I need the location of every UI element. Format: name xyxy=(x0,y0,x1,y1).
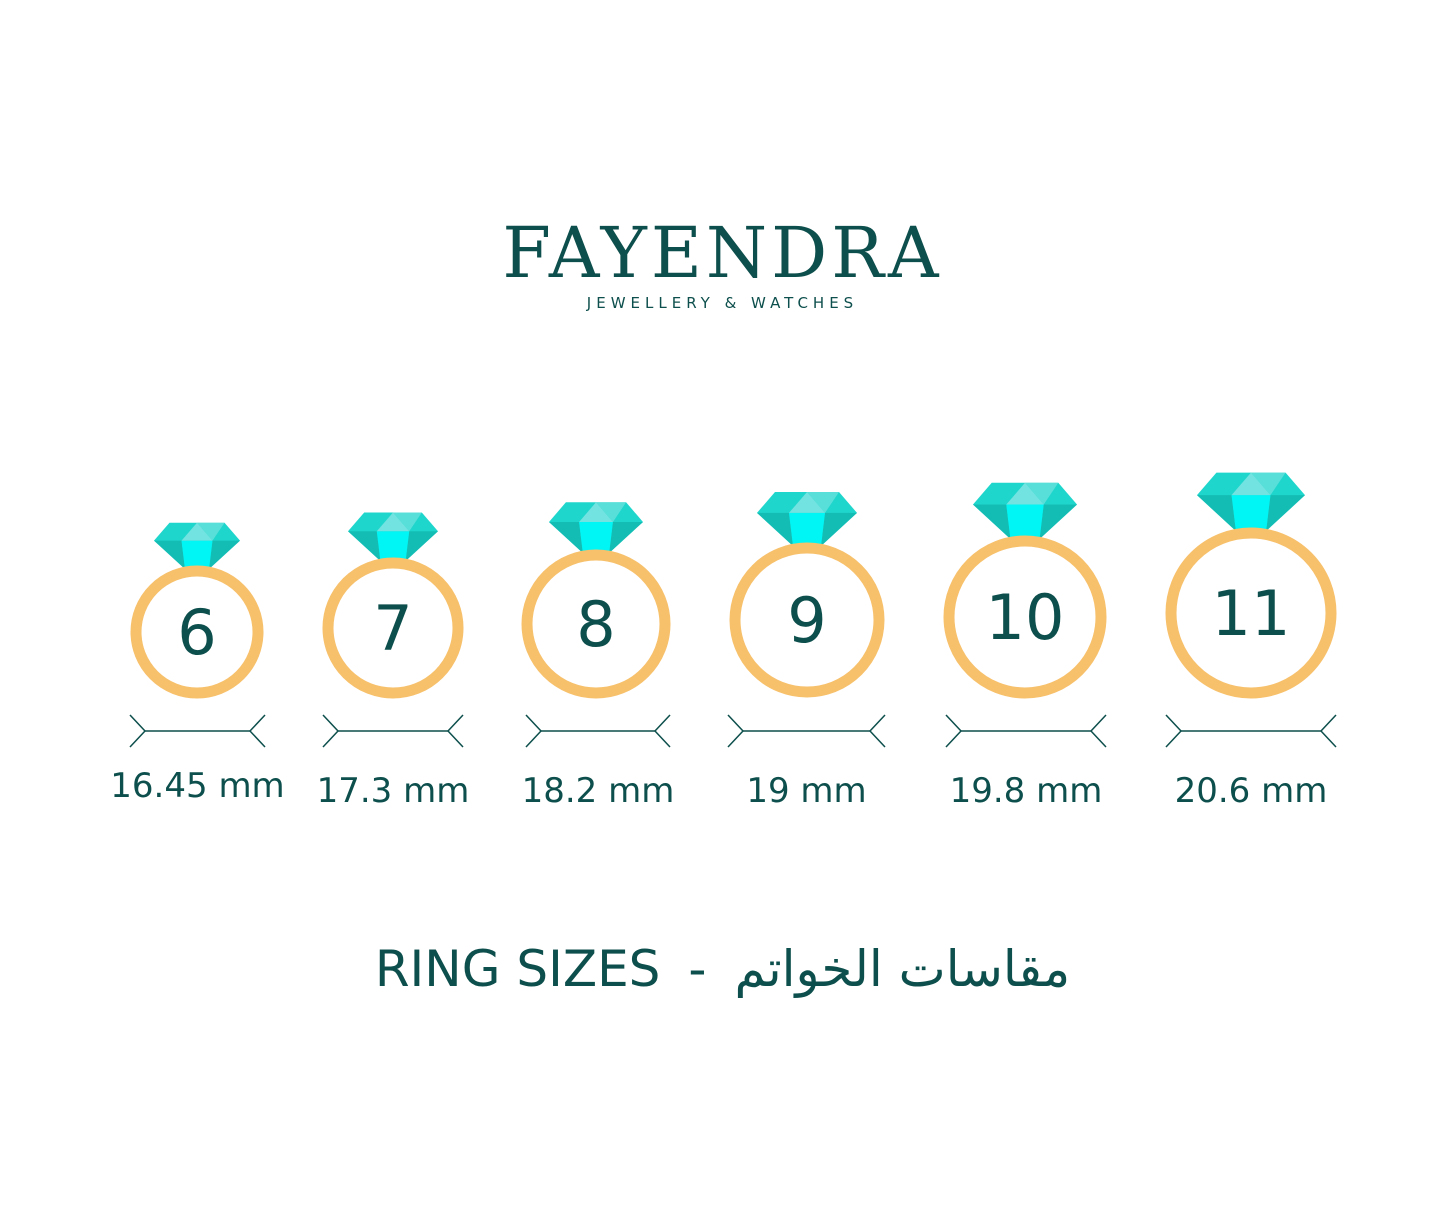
ring-size-label: 9 xyxy=(787,584,826,657)
chart-title: RING SIZES - مقاسات الخواتم xyxy=(0,940,1445,998)
ring-size-label: 6 xyxy=(177,596,216,669)
diamond-icon xyxy=(348,512,438,561)
diameter-label: 17.3 mm xyxy=(317,771,470,811)
diamond-icon xyxy=(154,522,240,569)
brand-tagline: JEWELLERY & WATCHES xyxy=(586,294,859,312)
title-english: RING SIZES xyxy=(374,940,661,998)
diamond-icon xyxy=(549,502,643,553)
title-arabic: مقاسات الخواتم xyxy=(734,940,1071,998)
diamond-icon xyxy=(1197,472,1305,531)
diamond-icon xyxy=(757,492,857,546)
diameter-arrow xyxy=(1165,714,1337,748)
diameter-arrow xyxy=(727,714,886,748)
diameter-label: 19.8 mm xyxy=(950,771,1103,811)
diameter-arrow xyxy=(945,714,1107,748)
ring-size-label: 7 xyxy=(373,592,412,665)
ring-size-label: 11 xyxy=(1212,577,1291,650)
diameter-label: 19 mm xyxy=(746,771,866,811)
ring-9: 9 19 mm xyxy=(727,492,886,811)
brand-logo-name: FAYENDRA xyxy=(502,212,943,294)
ring-size-label: 10 xyxy=(986,581,1065,654)
ring-band xyxy=(729,542,885,698)
ring-size-label: 8 xyxy=(576,588,615,661)
diamond-icon xyxy=(973,482,1077,539)
ring-7: 7 17.3 mm xyxy=(317,512,470,811)
ring-band xyxy=(1165,527,1337,699)
diameter-label: 16.45 mm xyxy=(110,766,284,806)
diameter-label: 18.2 mm xyxy=(522,771,675,811)
ring-band xyxy=(521,549,671,699)
ring-11: 11 20.6 mm xyxy=(1165,472,1337,811)
title-separator: - xyxy=(688,940,707,998)
ring-10: 10 19.8 mm xyxy=(943,482,1107,811)
diameter-arrow xyxy=(129,714,266,748)
diameter-label: 20.6 mm xyxy=(1175,771,1328,811)
diameter-arrow xyxy=(525,714,671,748)
ring-band xyxy=(943,535,1107,699)
ring-band xyxy=(130,565,264,699)
diameter-arrow xyxy=(322,714,464,748)
ring-6: 6 16.45 mm xyxy=(110,522,285,806)
ring-band xyxy=(322,557,464,699)
ring-8: 8 18.2 mm xyxy=(521,502,675,811)
